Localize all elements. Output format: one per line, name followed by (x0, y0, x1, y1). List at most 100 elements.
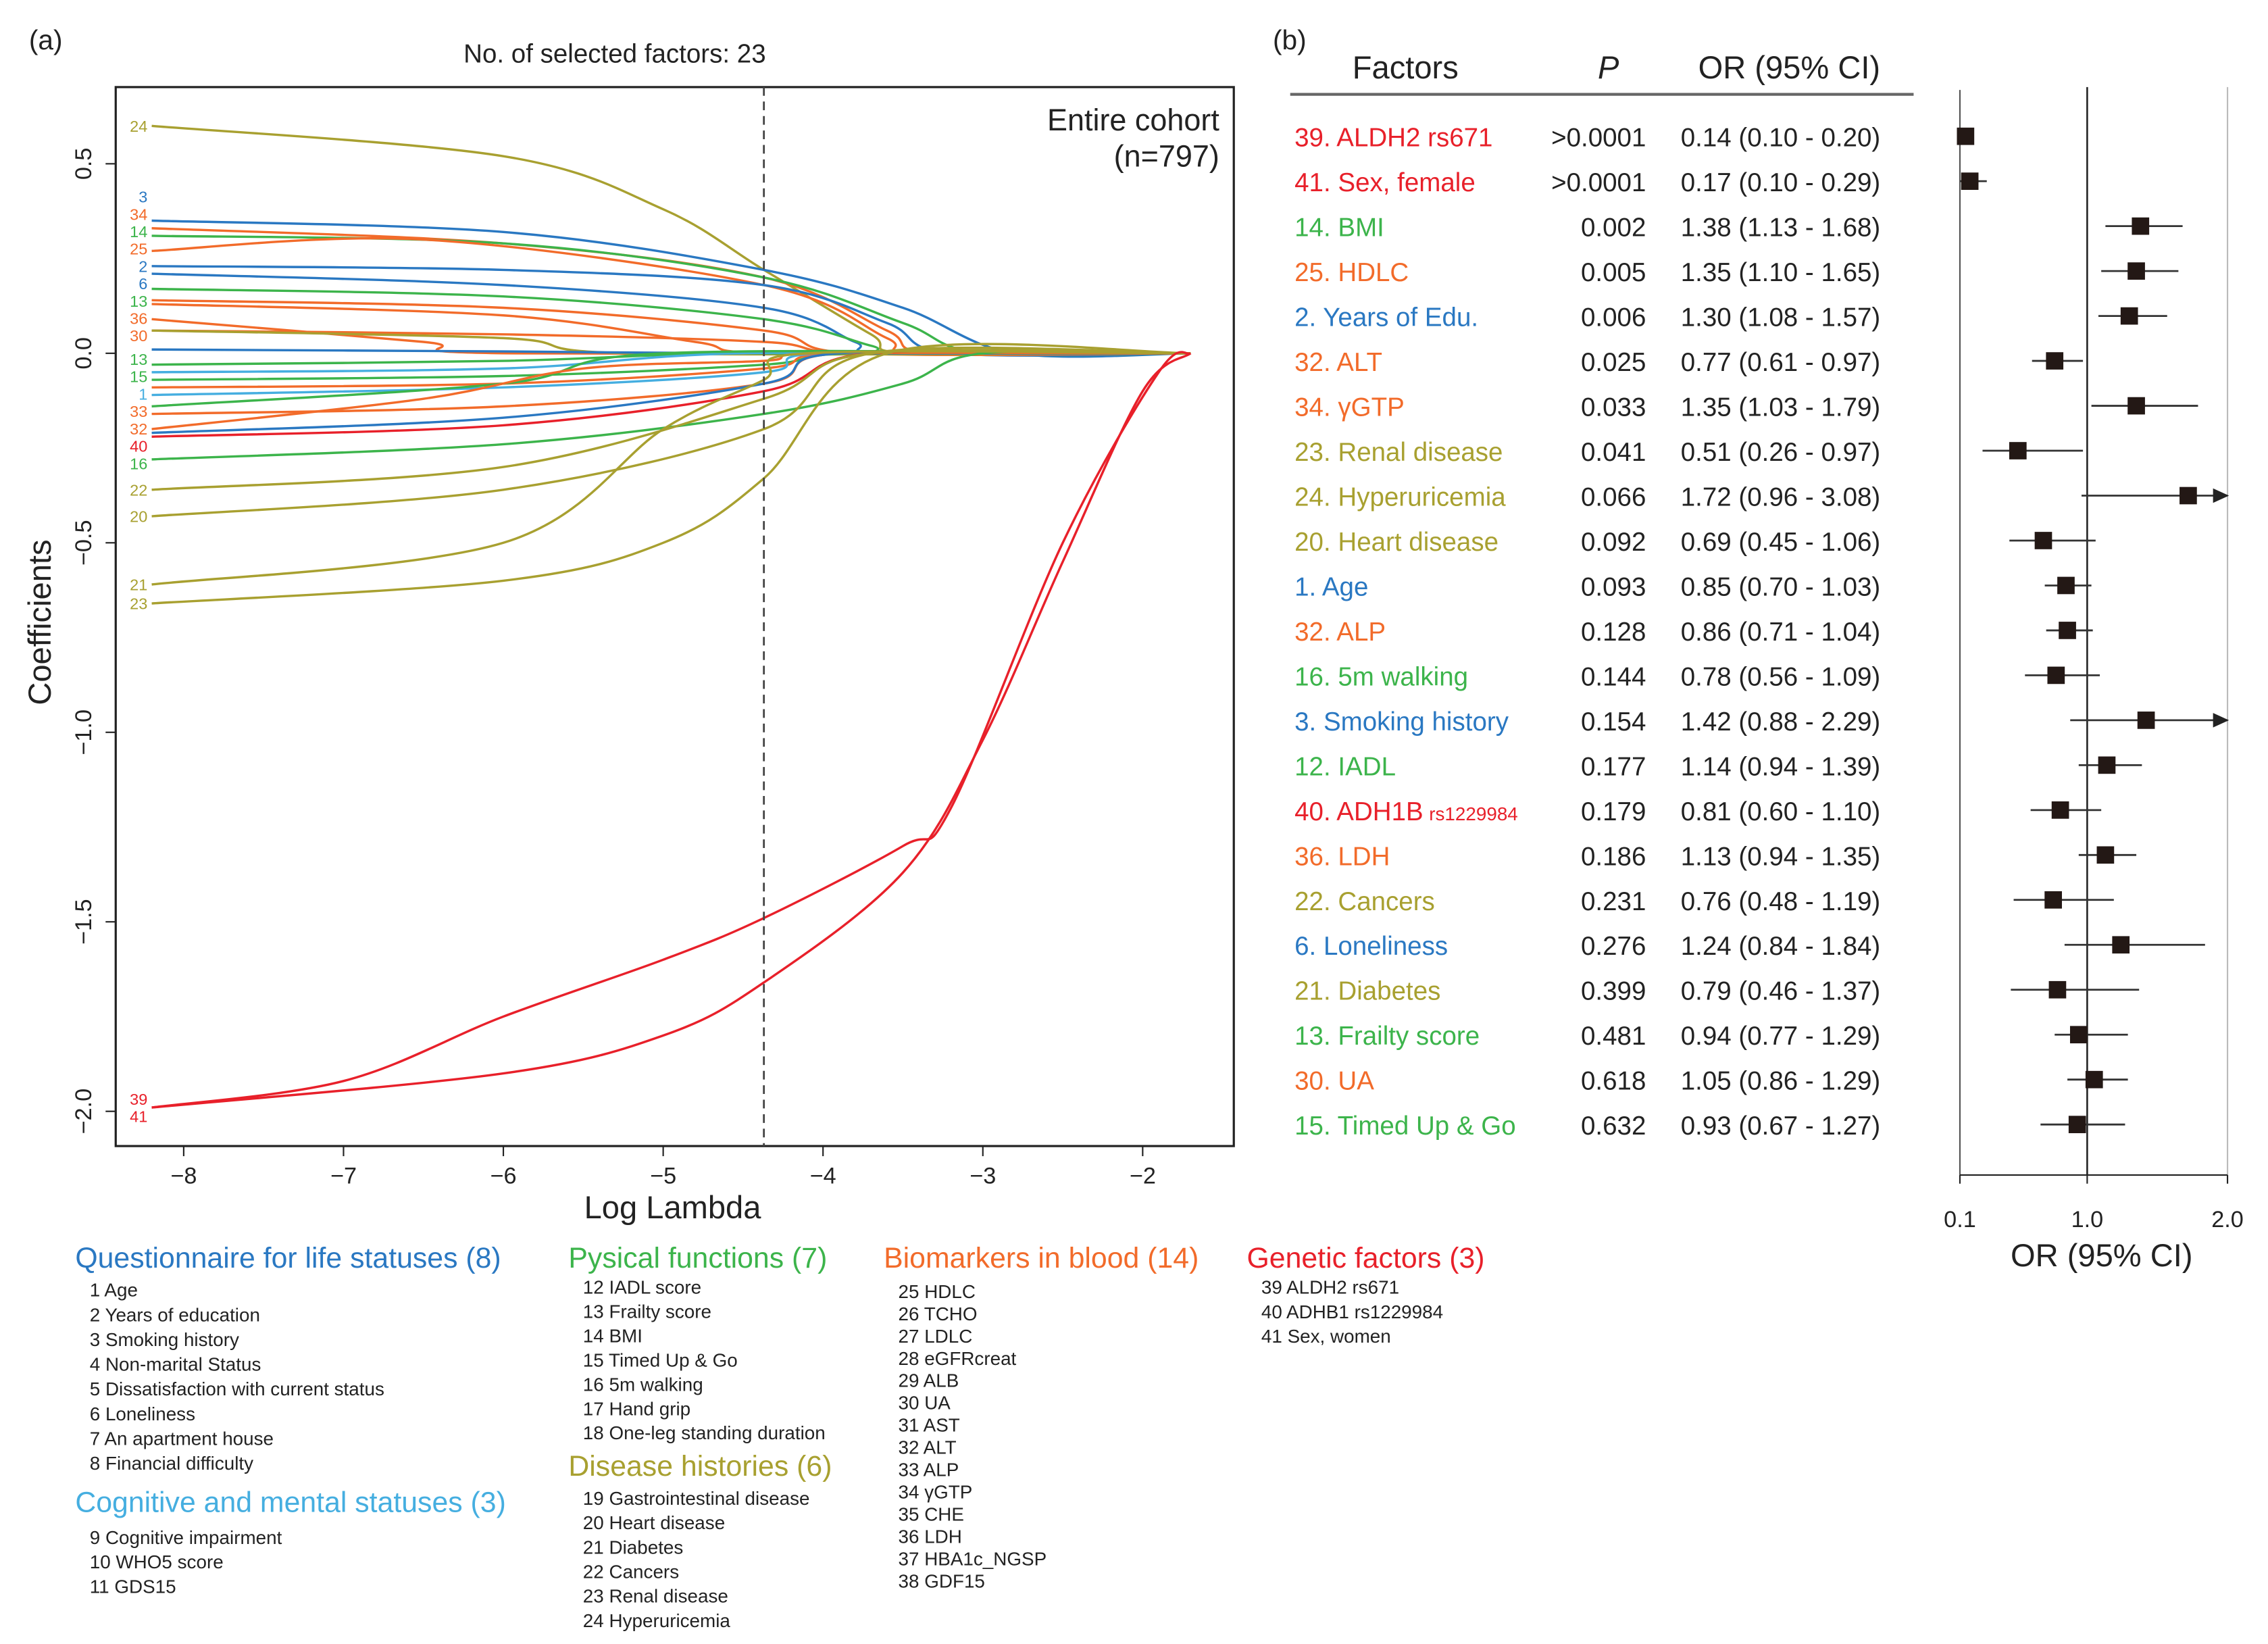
path-label-40: 40 (130, 438, 147, 455)
or-ci-text: 1.05 (0.86 - 1.29) (1681, 1067, 1880, 1096)
or-ci-text: 0.81 (0.60 - 1.10) (1681, 797, 1880, 826)
path-label-6: 6 (138, 275, 147, 293)
legend-item: 40 ADHB1 rs1229984 (1261, 1301, 1443, 1322)
p-value: >0.0001 (1551, 124, 1646, 153)
p-value: 0.276 (1581, 932, 1646, 961)
legend-item: 33 ALP (899, 1460, 959, 1480)
legend-item: 19 Gastrointestinal disease (583, 1488, 810, 1509)
p-value: >0.0001 (1551, 168, 1646, 197)
or-ci-text: 0.79 (0.46 - 1.37) (1681, 977, 1880, 1006)
legend-item: 10 WHO5 score (90, 1551, 224, 1572)
path-label-30: 30 (130, 327, 147, 345)
or-ci-text: 0.94 (0.77 - 1.29) (1681, 1022, 1880, 1051)
legend-item: 1 Age (90, 1280, 138, 1301)
legend-group-title: Cognitive and mental statuses (3) (75, 1487, 506, 1519)
legend-group: Disease histories (6) 19 Gastrointestinal… (568, 1450, 832, 1631)
legend-item: 3 Smoking history (90, 1329, 239, 1350)
p-value: 0.005 (1581, 258, 1646, 287)
path-label-13b: 13 (130, 351, 147, 368)
or-point (2046, 352, 2064, 370)
ci-arrow-icon (2213, 713, 2229, 728)
panel-label-b: (b) (1273, 24, 1307, 55)
path-label-23: 23 (130, 595, 147, 613)
or-point (2047, 666, 2065, 684)
cohort-annotation: Entire cohort (1047, 103, 1219, 137)
path-label-21: 21 (130, 576, 147, 594)
or-point (2051, 801, 2069, 819)
path-label-36: 36 (130, 309, 147, 327)
legend-group-title: Biomarkers in blood (14) (884, 1242, 1199, 1274)
p-value: 0.481 (1581, 1022, 1646, 1051)
factor-label: 39. ALDH2 rs671 (1294, 124, 1492, 153)
factor-label: 41. Sex, female (1294, 168, 1476, 197)
forest-row: 36. LDH 0.186 1.13 (0.94 - 1.35) (1294, 842, 2137, 871)
legend-item: 14 BMI (583, 1325, 642, 1346)
path-label-34: 34 (130, 205, 147, 223)
or-ci-text: 0.51 (0.26 - 0.97) (1681, 438, 1880, 467)
p-value: 0.041 (1581, 438, 1646, 467)
forest-row: 2. Years of Edu. 0.006 1.30 (1.08 - 1.57) (1294, 303, 2167, 332)
factor-label: 14. BMI (1294, 214, 1384, 243)
coefficient-path-39 (151, 352, 1192, 1109)
or-ci-text: 1.13 (0.94 - 1.35) (1681, 842, 1880, 871)
legend-item: 30 UA (899, 1393, 951, 1414)
forest-row: 22. Cancers 0.231 0.76 (0.48 - 1.19) (1294, 887, 2114, 916)
lasso-coefficient-plot: (a) No. of selected factors: 23 Entire c… (22, 24, 1235, 1225)
factor-label-suffix: rs1229984 (1429, 803, 1518, 824)
header-factors: Factors (1353, 49, 1459, 85)
or-point (2044, 891, 2062, 909)
forest-axis: 0.1 1.0 2.0 (1944, 1174, 2244, 1232)
or-ci-text: 0.78 (0.56 - 1.09) (1681, 662, 1880, 691)
or-ci-text: 1.35 (1.10 - 1.65) (1681, 258, 1880, 287)
path-label-24: 24 (130, 118, 147, 135)
coefficient-path-1 (151, 351, 1191, 397)
legend-item: 8 Financial difficulty (90, 1453, 253, 1474)
or-point (2085, 1070, 2103, 1089)
path-label-15: 15 (130, 368, 147, 386)
factor-label: 12. IADL (1294, 752, 1396, 781)
legend-item: 37 HBA1c_NGSP (899, 1549, 1047, 1570)
header-p: P (1598, 49, 1619, 85)
legend-item: 5 Dissatisfaction with current status (90, 1378, 384, 1399)
p-value: 0.154 (1581, 707, 1646, 737)
or-point (2059, 622, 2076, 639)
legend-group-title: Pysical functions (7) (568, 1242, 827, 1274)
path-label-20: 20 (130, 508, 147, 526)
factor-label: 25. HDLC (1294, 258, 1409, 287)
header-or: OR (95% CI) (1698, 49, 1881, 85)
path-label-13a: 13 (130, 293, 147, 310)
forest-x-tick-label: 0.1 (1944, 1207, 1976, 1232)
or-point (2127, 397, 2145, 415)
coefficient-path-32 (151, 351, 1191, 430)
p-value: 0.632 (1581, 1112, 1646, 1141)
or-ci-text: 0.14 (0.10 - 0.20) (1681, 124, 1880, 153)
or-point (2127, 262, 2145, 280)
or-ci-text: 1.30 (1.08 - 1.57) (1681, 303, 1880, 332)
factor-label: 6. Loneliness (1294, 932, 1448, 961)
or-ci-text: 0.76 (0.48 - 1.19) (1681, 887, 1880, 916)
legend-item: 20 Heart disease (583, 1512, 725, 1533)
forest-x-tick-label: 1.0 (2071, 1207, 2104, 1232)
or-ci-text: 0.69 (0.45 - 1.06) (1681, 528, 1880, 557)
forest-row: 39. ALDH2 rs671 >0.0001 0.14 (0.10 - 0.20) (1294, 124, 1975, 153)
forest-row: 21. Diabetes 0.399 0.79 (0.46 - 1.37) (1294, 977, 2140, 1006)
forest-row: 25. HDLC 0.005 1.35 (1.10 - 1.65) (1294, 258, 2179, 287)
y-tick-label: 0.0 (71, 337, 97, 370)
or-point (2069, 1026, 2088, 1044)
p-value: 0.006 (1581, 303, 1646, 332)
path-label-3: 3 (138, 189, 147, 206)
path-label-32: 32 (130, 420, 147, 438)
legend-item: 39 ALDH2 rs671 (1261, 1276, 1399, 1297)
legend-item: 23 Renal disease (583, 1586, 728, 1607)
y-tick-label: −1.5 (71, 899, 97, 945)
p-value: 0.066 (1581, 482, 1646, 512)
legend-item: 41 Sex, women (1261, 1326, 1391, 1347)
p-value: 0.186 (1581, 842, 1646, 871)
factor-label: 40. ADH1B rs1229984 (1294, 797, 1518, 826)
forest-row: 24. Hyperuricemia 0.066 1.72 (0.96 - 3.08) (1294, 482, 2229, 512)
forest-row: 32. ALT 0.025 0.77 (0.61 - 0.97) (1294, 348, 2084, 377)
legend-item: 24 Hyperuricemia (583, 1610, 731, 1631)
coefficient-path-33 (151, 349, 1191, 416)
path-label-16: 16 (130, 455, 147, 472)
or-point (1961, 172, 1979, 191)
